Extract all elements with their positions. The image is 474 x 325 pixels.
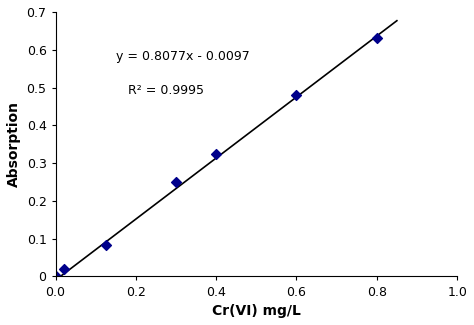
Point (60, 266, 67, 271)
Point (212, 152, 220, 157)
Text: R² = 0.9995: R² = 0.9995 (128, 84, 204, 97)
X-axis label: Cr(VI) mg/L: Cr(VI) mg/L (212, 304, 301, 318)
Point (172, 179, 180, 184)
Text: y = 0.8077x - 0.0097: y = 0.8077x - 0.0097 (116, 50, 249, 63)
Point (102, 243, 109, 248)
Point (52, 274, 59, 279)
Point (373, 35, 381, 40)
Y-axis label: Absorption: Absorption (7, 101, 21, 187)
Point (292, 93, 300, 98)
